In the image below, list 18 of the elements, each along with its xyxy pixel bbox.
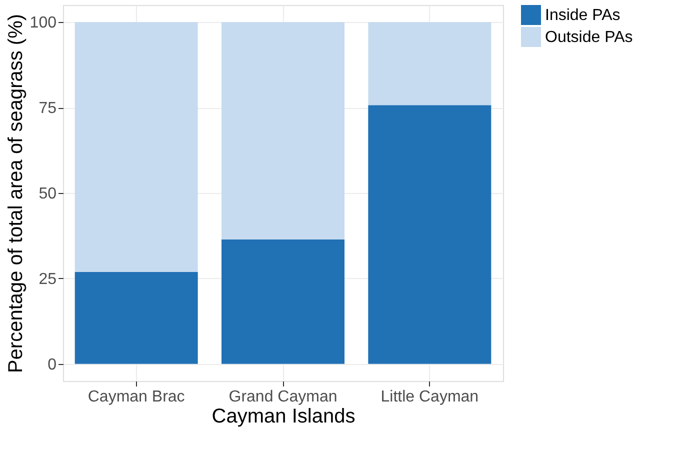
legend-label: Outside PAs (545, 29, 633, 46)
y-axis-title: Percentage of total area of seagrass (%) (4, 14, 27, 374)
bar (74, 272, 198, 364)
y-tick-label: 50 (38, 186, 57, 202)
bar (222, 22, 344, 240)
y-tick-label: 75 (38, 100, 57, 118)
x-tick-label: Cayman Brac (88, 388, 185, 406)
y-tick-label: 100 (30, 14, 57, 32)
y-tick-label: 25 (38, 270, 57, 288)
bar (74, 22, 198, 272)
bar (368, 22, 492, 106)
bar (368, 105, 492, 364)
x-tick-label: Little Cayman (380, 388, 479, 406)
x-axis-title: Cayman Islands (212, 406, 356, 428)
legend-label: Inside PAs (545, 7, 620, 24)
bar (222, 239, 344, 364)
y-tick-label: 0 (48, 356, 57, 374)
x-tick-label: Grand Cayman (228, 388, 338, 406)
